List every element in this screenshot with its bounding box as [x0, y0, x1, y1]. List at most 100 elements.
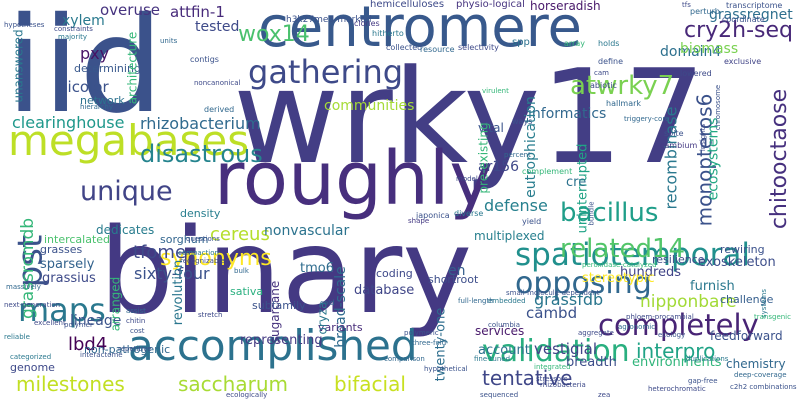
word: furnish: [690, 279, 735, 294]
word: environments: [632, 355, 722, 370]
word: lineage: [70, 313, 122, 329]
word: tfome: [133, 242, 187, 263]
word: ways: [512, 117, 533, 126]
word: bacillus: [560, 198, 659, 228]
word: vital: [478, 121, 504, 135]
word: fine-tuned: [474, 355, 511, 363]
word: stereotypic: [582, 271, 655, 286]
word: disastrous: [140, 140, 263, 168]
word: atwrky7: [570, 71, 675, 101]
word: validation: [482, 334, 630, 369]
word: opposing: [515, 266, 652, 301]
word: xylem: [62, 13, 105, 29]
word: sixty-four: [134, 264, 210, 283]
word: rhizobacterium: [140, 114, 261, 133]
word: resilience: [652, 253, 705, 266]
word: cereus: [210, 224, 270, 245]
word: majority: [58, 33, 88, 41]
word: services: [475, 324, 525, 338]
word: maps: [18, 291, 106, 329]
word: comparison: [384, 355, 425, 363]
word: spite: [664, 129, 684, 138]
word: triggery-core: [624, 115, 670, 123]
word: embedded: [488, 297, 526, 305]
word: representing: [240, 333, 323, 348]
word: cry2h-seq: [684, 18, 794, 43]
word: informatics: [528, 106, 607, 122]
word: accomplished: [128, 321, 418, 370]
word: next-generation: [4, 301, 61, 309]
word: intercalated: [44, 233, 111, 246]
word: hypothetical: [424, 365, 468, 373]
word: coding: [376, 267, 413, 280]
word: insights: [699, 123, 708, 152]
word: account: [478, 343, 530, 358]
word: bifacial: [334, 372, 406, 396]
word: stretch: [198, 311, 223, 319]
word: grassfdb: [534, 290, 604, 309]
word: tentative: [482, 366, 573, 390]
word: spp: [512, 37, 530, 48]
word: aggregate: [578, 329, 614, 337]
word: shape: [408, 217, 430, 225]
word: overuse: [100, 1, 160, 19]
word: bundle: [587, 201, 596, 226]
word: architecture: [125, 31, 140, 105]
word: full-length: [458, 297, 494, 305]
word: horseradish: [530, 0, 601, 13]
word: multiplexed: [474, 229, 545, 243]
word: determining: [74, 62, 141, 75]
word: lowered: [680, 69, 712, 78]
word: biomass: [680, 41, 739, 57]
word: assist: [126, 307, 146, 315]
word: define: [598, 57, 624, 66]
word: resource: [420, 45, 455, 54]
word: chitooctaose: [767, 88, 793, 230]
word: ecology: [658, 331, 686, 339]
word: percent: [504, 151, 531, 159]
word: gathering: [248, 53, 404, 91]
word: abiotic: [590, 81, 617, 90]
word: shortroot: [428, 273, 479, 286]
word: derived: [204, 105, 235, 114]
word: array: [564, 39, 585, 48]
word: c2h2 combinations: [730, 383, 797, 391]
word: hierarchy: [80, 103, 114, 111]
word: yield: [522, 217, 542, 226]
word: units: [160, 37, 178, 45]
word: heterochromatic: [648, 385, 706, 393]
word: network: [80, 94, 125, 107]
word: defense: [484, 196, 548, 215]
word: broad-scale: [332, 266, 349, 348]
word: rewiring: [720, 243, 765, 256]
word: virulent: [482, 87, 509, 95]
word: cambd: [526, 304, 578, 322]
word: small-molecule-dependent: [506, 289, 600, 297]
word: chromosome: [714, 84, 723, 131]
word: hypotheses: [4, 21, 45, 29]
word: japonica: [416, 211, 450, 220]
word: columbia: [488, 321, 521, 329]
word: excellent: [34, 319, 66, 327]
word: iid: [6, 0, 164, 143]
word: zea: [598, 391, 611, 399]
word: cambium: [660, 141, 698, 150]
word: arranged: [108, 276, 123, 332]
word: questions: [186, 235, 220, 243]
word: collected: [386, 43, 423, 52]
word: massively: [6, 283, 41, 291]
word: transcriptome: [726, 1, 783, 10]
word: contigs: [190, 55, 219, 64]
word: ar156: [478, 159, 520, 175]
word: cre: [566, 175, 587, 190]
word: wrky17: [233, 41, 706, 193]
word: sativa: [230, 285, 264, 298]
word: pxy: [80, 44, 110, 63]
word: nipponbare: [640, 292, 737, 312]
word: centromere: [258, 0, 582, 60]
word: clearinghouse: [12, 113, 125, 132]
word: duplications: [686, 355, 729, 363]
word: hallmark: [606, 99, 642, 108]
word: diverse: [454, 209, 484, 218]
